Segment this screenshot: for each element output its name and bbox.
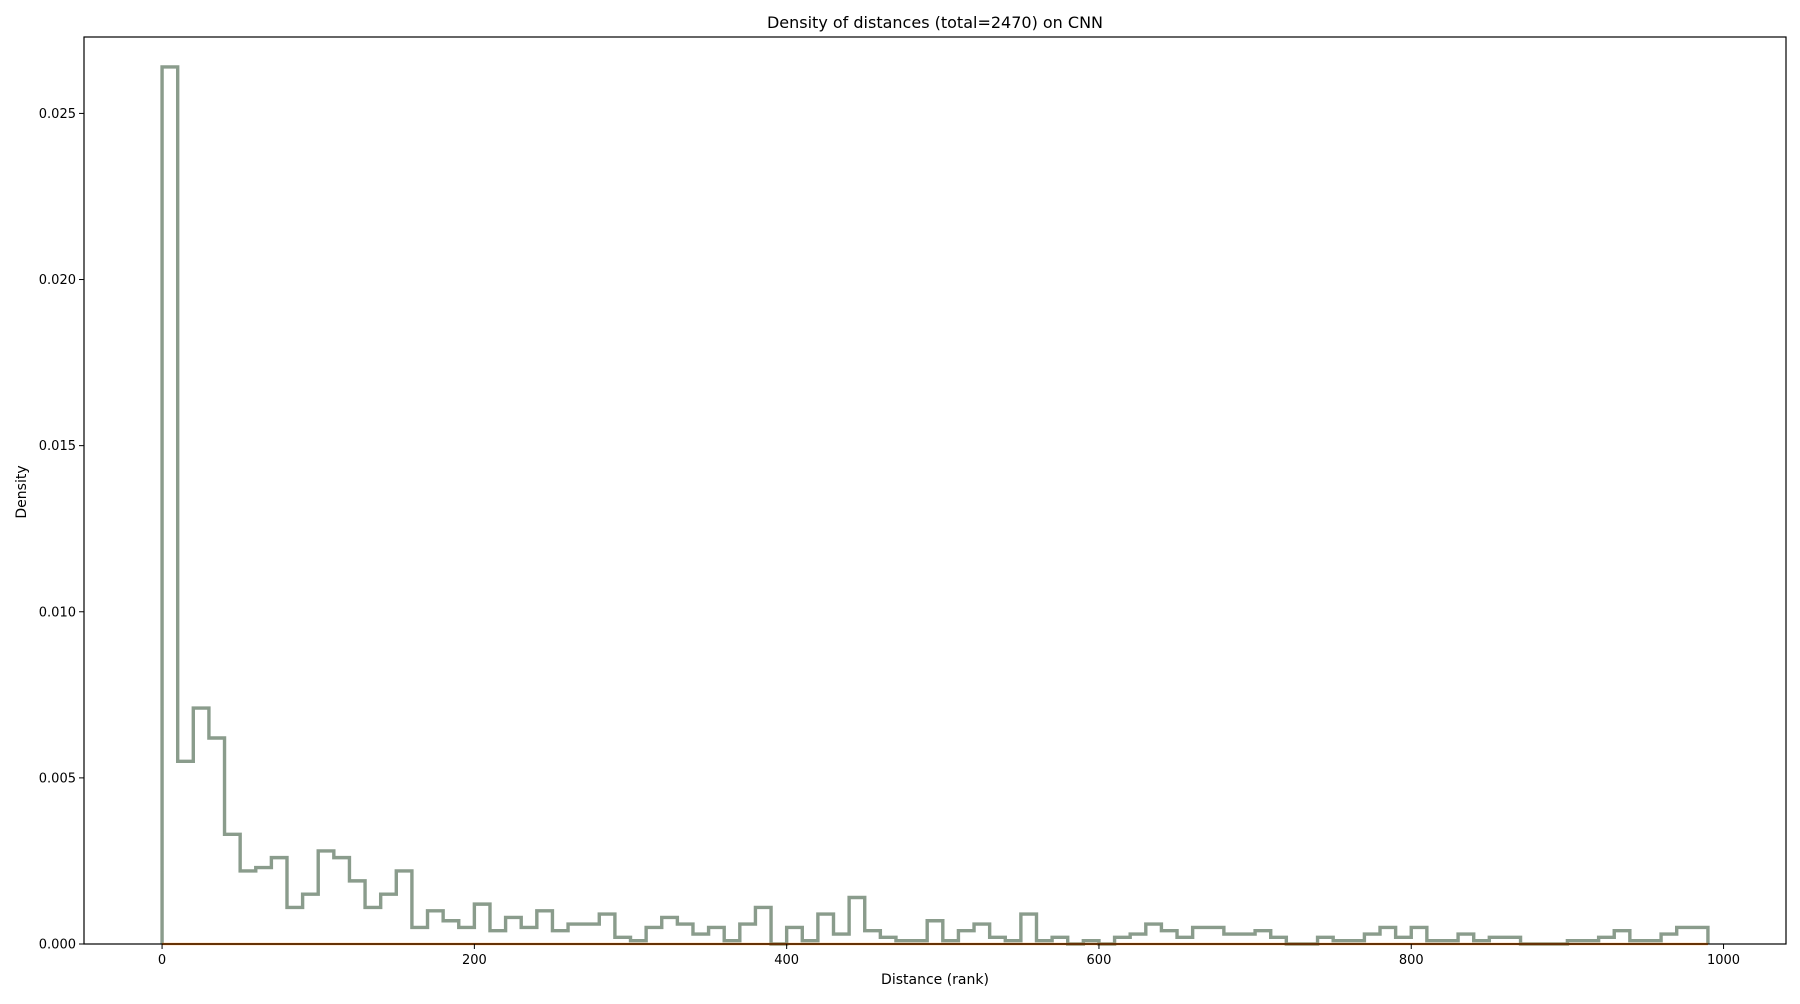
y-tick-label: 0.010 (39, 605, 76, 620)
histogram-bin (209, 738, 225, 944)
histogram-bin (506, 917, 522, 944)
histogram-bin (584, 924, 600, 944)
histogram-bin (474, 904, 490, 944)
axes-frame (83, 36, 1787, 945)
histogram-bin (334, 858, 350, 944)
histogram-bin (193, 708, 209, 944)
x-tick-label: 600 (1087, 953, 1112, 968)
histogram-bin (1255, 931, 1271, 944)
histogram-bin (552, 931, 568, 944)
histogram-bin (349, 881, 365, 944)
histogram-bin (865, 931, 881, 944)
histogram-bin (646, 927, 662, 944)
histogram-bin (256, 868, 272, 944)
histogram-bin (287, 907, 303, 944)
histogram-bin (162, 67, 178, 944)
histogram-bin (303, 894, 319, 944)
plot-area (160, 65, 1710, 946)
histogram-bin (599, 914, 615, 944)
histogram-bin (1146, 924, 1162, 944)
histogram-bin (365, 907, 381, 944)
x-tick-label: 400 (774, 953, 799, 968)
x-tick-label: 200 (462, 953, 487, 968)
histogram-bin (1614, 931, 1630, 944)
x-axis-label: Distance (rank) (881, 972, 989, 988)
histogram-bin (1692, 927, 1708, 944)
histogram-bin (271, 858, 287, 944)
histogram-bin (662, 917, 678, 944)
histogram-bin (1193, 927, 1209, 944)
histogram-bin (396, 871, 412, 944)
histogram-bin (318, 851, 334, 944)
histogram-bin (1411, 927, 1427, 944)
histogram-bin (568, 924, 584, 944)
histogram-bin (787, 927, 803, 944)
histogram-bin (974, 924, 990, 944)
histogram-bin (443, 921, 459, 944)
histogram-bin (1208, 927, 1224, 944)
histogram-bin (537, 911, 553, 944)
chart-title: Density of distances (total=2470) on CNN (767, 13, 1103, 32)
histogram-bin (178, 761, 194, 944)
histogram-bin (1677, 927, 1693, 944)
histogram-bin (818, 914, 834, 944)
x-axis: 0 200 400 600 800 1000 (158, 944, 1740, 968)
histogram-bin (1021, 914, 1037, 944)
histogram-bin (428, 911, 444, 944)
histogram-bin (412, 927, 428, 944)
histogram-bin (709, 927, 725, 944)
x-tick-label: 1000 (1707, 953, 1740, 968)
histogram-bin (755, 907, 771, 944)
histogram-bin (849, 897, 865, 944)
histogram-bin (1161, 931, 1177, 944)
histogram-bin (1380, 927, 1396, 944)
histogram-bin (240, 871, 256, 944)
y-axis-label: Density (14, 465, 30, 518)
y-tick-label: 0.015 (39, 439, 76, 454)
histogram-bin (958, 931, 974, 944)
histogram-bin (225, 834, 241, 944)
y-tick-label: 0.005 (39, 771, 76, 786)
histogram-bin (490, 931, 506, 944)
histogram-series-0 (160, 65, 1710, 946)
histogram-bin (927, 921, 943, 944)
y-tick-label: 0.025 (39, 107, 76, 122)
histogram-step-line (160, 65, 1710, 946)
y-tick-label: 0.020 (39, 273, 76, 288)
x-tick-label: 800 (1399, 953, 1424, 968)
histogram-bin (740, 924, 756, 944)
histogram-bin (521, 927, 537, 944)
histogram-bin (381, 894, 397, 944)
y-tick-label: 0.000 (39, 938, 76, 953)
y-axis: 0.000 0.005 0.010 0.015 0.020 0.025 (39, 107, 84, 953)
x-tick-label: 0 (158, 953, 166, 968)
histogram-bin (677, 924, 693, 944)
histogram-bin (459, 927, 475, 944)
